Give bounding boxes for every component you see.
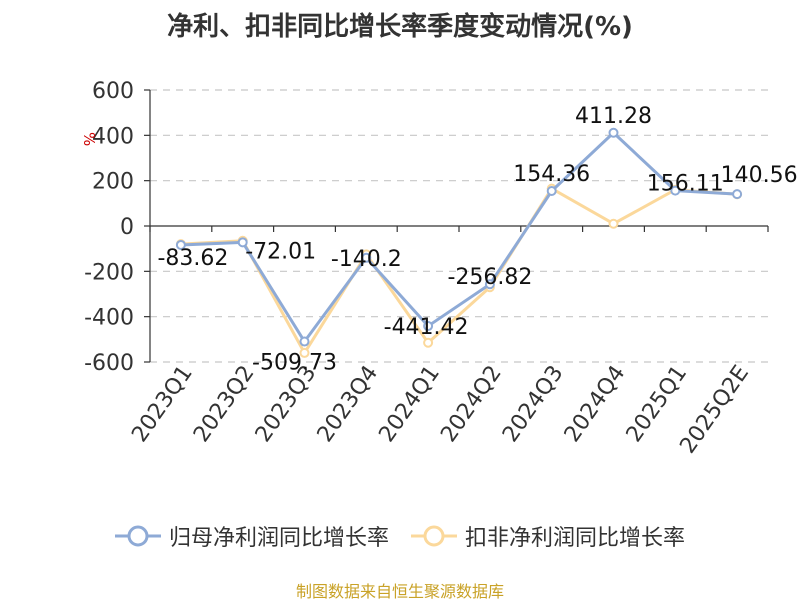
legend-label-series-1: 归母净利润同比增长率 [168,526,389,551]
legend-marker-series-2 [411,525,457,547]
data-labels: -83.62 -72.01 -509.73 -140.2 -441.42 -256.82 1… [157,104,797,376]
series-1-point [484,279,495,290]
x-tick-label: 2024Q4 [560,361,631,447]
data-label: -140.2 [331,247,402,272]
source-note: 制图数据来自恒生聚源数据库 [295,582,504,601]
series-1-point [732,189,743,200]
data-label: 140.56 [721,163,798,188]
series-2-point [299,347,310,358]
data-label: -83.62 [157,246,228,271]
series-1-point [175,239,186,250]
chart-title: 净利、扣非同比增长率季度变动情况(%) [167,12,633,42]
series-line-1 [180,131,738,344]
series-2-point [423,337,434,348]
data-label: -441.42 [384,315,469,340]
series-1-point [546,186,557,197]
y-tick-label: 200 [92,170,134,195]
y-tick-label: -400 [84,306,134,331]
legend-marker-series-1 [114,525,161,547]
y-tick-label: 0 [120,215,134,240]
x-tick-label: 2024Q2 [436,361,507,447]
data-label: 411.28 [575,104,652,129]
data-label: 154.36 [513,162,590,187]
series-line-2 [180,187,738,355]
x-tick-label: 2023Q2 [189,361,260,447]
series-1-point [423,321,434,332]
legend-label-series-2: 扣非净利润同比增长率 [465,526,686,551]
data-label: 156.11 [647,172,724,197]
series-1-point [670,185,681,196]
series-1-point [608,127,619,138]
y-axis-unit: % [80,132,98,146]
series-1-point [361,252,372,263]
line-chart: 6004002000-200-400-600%2023Q12023Q22023Q… [80,79,798,458]
x-tick-label: 2024Q1 [374,361,445,447]
series-1-point [299,336,310,347]
data-label: -256.82 [447,265,532,290]
series-1-point [237,237,248,248]
series-lines [175,127,743,358]
data-label: -509.73 [252,351,337,376]
x-tick-label: 2023Q1 [127,361,198,447]
x-tick-label: 2024Q3 [498,361,569,447]
legend: 归母净利润同比增长率 扣非净利润同比增长率 [0,520,800,552]
legend-item-series-2[interactable]: 扣非净利润同比增长率 [411,520,685,552]
series-2-point [608,218,619,229]
y-tick-label: 400 [92,124,134,149]
y-tick-label: 600 [92,79,134,104]
legend-item-series-1[interactable]: 归母净利润同比增长率 [114,520,389,552]
data-label: -72.01 [245,239,316,264]
y-tick-label: -200 [84,260,134,285]
y-tick-label: -600 [84,351,134,376]
